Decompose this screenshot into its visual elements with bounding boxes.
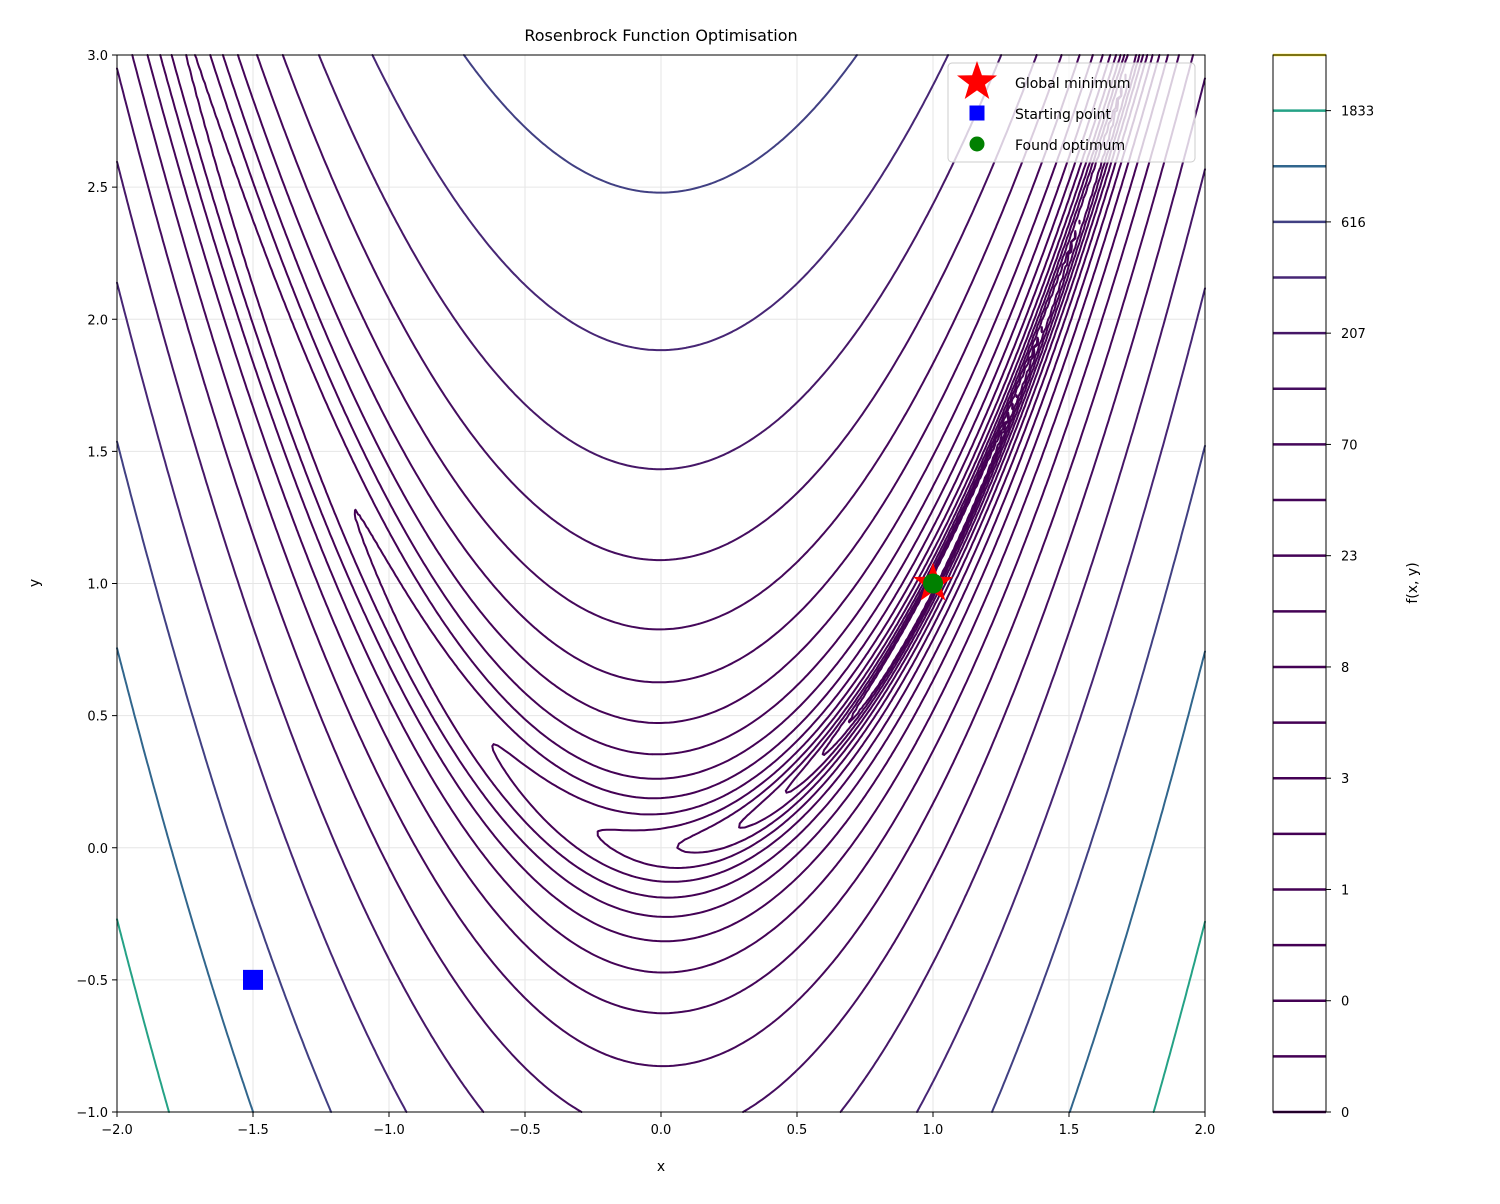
star-marker — [957, 61, 997, 99]
grid-lines — [116, 54, 1206, 1113]
contour-line — [353, 54, 1149, 899]
x-tick-label: −1.0 — [373, 1123, 405, 1138]
contour-line — [185, 54, 1154, 918]
y-tick-label: 2.5 — [87, 181, 108, 196]
x-tick-label: 2.0 — [1195, 1123, 1216, 1138]
y-tick-label: 1.5 — [87, 445, 108, 460]
y-tick-label: −1.0 — [76, 1106, 108, 1121]
contour-line — [596, 54, 1141, 869]
circle-marker — [969, 136, 985, 152]
colorbar-tick-label: 616 — [1341, 216, 1366, 231]
chart-title: Rosenbrock Function Optimisation — [524, 26, 797, 45]
y-tick-label: 3.0 — [87, 49, 108, 64]
y-tick-label: 0.0 — [87, 842, 108, 857]
contour-line — [116, 54, 1206, 1113]
y-tick-label: 1.0 — [87, 578, 108, 593]
square-marker — [243, 969, 263, 990]
y-axis-label: y — [27, 579, 43, 587]
x-tick-label: 0.5 — [787, 1123, 808, 1138]
contour-line — [146, 54, 1180, 1015]
legend-label: Found optimum — [1015, 138, 1125, 154]
legend-label: Starting point — [1015, 107, 1112, 123]
colorbar-tick-label: 0 — [1341, 995, 1349, 1010]
y-axis-ticks: −1.0 −0.5 0.0 0.5 1.0 1.5 2.0 2.5 3.0 — [76, 49, 117, 1121]
contour-line — [116, 54, 1206, 1113]
markers — [243, 562, 953, 990]
y-tick-label: −0.5 — [76, 974, 108, 989]
colorbar-tick-label: 1 — [1341, 883, 1349, 898]
x-tick-label: 0.0 — [651, 1123, 672, 1138]
contour-line — [491, 54, 1145, 883]
contour-line — [116, 54, 1206, 1113]
colorbar-tick-label: 1833 — [1341, 105, 1374, 120]
x-tick-label: −1.5 — [237, 1123, 269, 1138]
legend-label: Global minimum — [1015, 76, 1131, 92]
legend: Global minimum Starting point Found optimu… — [947, 61, 1196, 163]
circle-marker — [923, 573, 943, 594]
contour-line — [159, 54, 1169, 974]
colorbar-frame — [1272, 54, 1327, 1113]
contour-lines — [116, 54, 1206, 1113]
square-marker — [969, 105, 985, 121]
colorbar-tick-label: 0 — [1341, 1106, 1349, 1121]
contour-line — [116, 54, 1206, 1113]
colorbar-tick-label: 3 — [1341, 772, 1349, 787]
x-tick-label: −0.5 — [509, 1123, 541, 1138]
contour-line — [676, 54, 1138, 854]
colorbar-label: f(x, y) — [1405, 562, 1421, 603]
colorbar-tick-label: 8 — [1341, 661, 1349, 676]
x-axis-label: x — [657, 1159, 665, 1175]
y-tick-label: 2.0 — [87, 313, 108, 328]
contour-line — [116, 918, 1206, 1113]
colorbar-tick-label: 70 — [1341, 438, 1358, 453]
x-tick-label: −2.0 — [101, 1123, 133, 1138]
contour-line — [784, 219, 1081, 794]
colorbar-background — [1273, 55, 1326, 1112]
contour-line — [116, 647, 1206, 1113]
colorbar: 0 0 1 3 8 23 70 207 616 1833 — [1272, 53, 1374, 1121]
y-tick-label: 0.5 — [87, 710, 108, 725]
x-tick-label: 1.5 — [1059, 1123, 1080, 1138]
colorbar-tick-label: 23 — [1341, 550, 1358, 565]
contour-line — [738, 73, 1127, 829]
x-tick-label: 1.0 — [923, 1123, 944, 1138]
colorbar-tick-label: 207 — [1341, 327, 1366, 342]
x-axis-ticks: −2.0 −1.5 −1.0 −0.5 0.0 0.5 1.0 1.5 2.0 — [101, 1112, 1215, 1138]
contour-line — [131, 54, 1195, 1068]
